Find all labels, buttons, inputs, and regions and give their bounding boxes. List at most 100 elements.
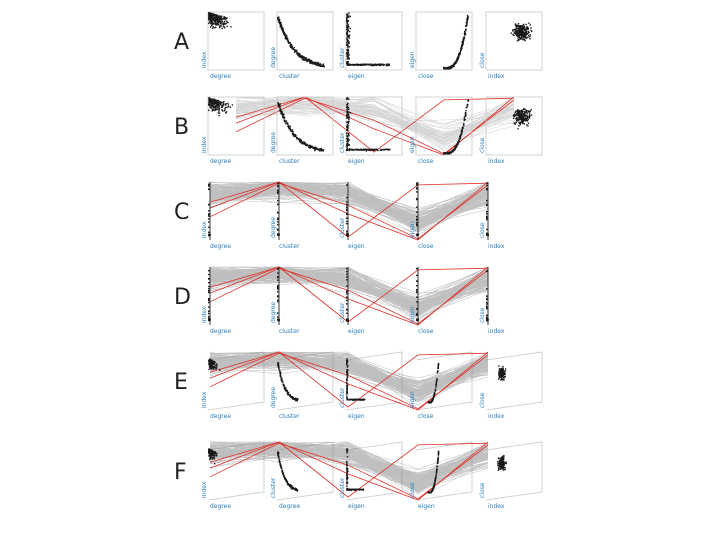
scatter-point	[297, 54, 300, 56]
scatter-point	[521, 121, 523, 123]
scatter-point	[346, 148, 349, 150]
scatter-point	[220, 102, 222, 104]
scatter-point	[501, 460, 503, 463]
y-axis-label: close	[479, 392, 486, 408]
scatter-point	[501, 456, 503, 458]
scatter-point	[347, 120, 349, 123]
data-line	[235, 104, 515, 136]
scatter-point	[277, 279, 279, 281]
scatter-point	[283, 385, 286, 388]
scatter-point	[525, 111, 528, 114]
scatter-point	[447, 68, 449, 70]
scatter-point	[434, 479, 436, 482]
scatter-point	[277, 102, 279, 104]
scatter-point	[504, 370, 507, 372]
scatter-point	[486, 210, 488, 213]
scatter-point	[518, 115, 521, 117]
scatter-point	[277, 276, 279, 278]
scatter-point	[210, 450, 213, 452]
scatter-point	[346, 299, 348, 302]
scatter-point	[277, 452, 279, 455]
scatter-point	[212, 452, 214, 454]
scatter-point	[486, 303, 488, 305]
scatter-point	[223, 110, 226, 112]
scatter-point	[221, 106, 223, 108]
scatter-point	[466, 16, 469, 18]
scatter-point	[216, 454, 218, 457]
x-axis-label: eigen	[418, 503, 435, 510]
scatter-point	[213, 101, 216, 104]
scatter-point	[299, 138, 301, 140]
scatter-point	[486, 184, 488, 187]
scatter-point	[430, 401, 432, 403]
scatter-point	[354, 398, 357, 401]
scatter-point	[525, 114, 528, 117]
scatter-point	[286, 39, 289, 41]
scatter-point	[522, 32, 524, 34]
scatter-point	[211, 106, 213, 108]
scatter-point	[348, 135, 350, 137]
scatter-point	[346, 136, 349, 138]
data-line	[235, 102, 515, 144]
x-axis-label: eigen	[348, 73, 365, 80]
scatter-point	[208, 14, 210, 16]
scatter-point	[346, 33, 348, 35]
scatter-point	[288, 126, 291, 129]
scatter-point	[512, 117, 515, 120]
panel-frame	[345, 11, 403, 71]
scatter-point	[214, 366, 217, 369]
scatter-point	[348, 139, 350, 141]
scatter-point	[216, 99, 218, 102]
scatter-point	[211, 98, 213, 100]
scatter-point	[208, 299, 210, 302]
scatter-point	[291, 45, 293, 47]
scatter-point	[416, 301, 418, 303]
scatter-point	[216, 452, 218, 455]
scatter-point	[298, 140, 301, 143]
scatter-point	[504, 368, 507, 370]
scatter-point	[416, 274, 418, 277]
scatter-point	[523, 123, 525, 125]
scatter-point	[287, 41, 290, 43]
scatter-point	[346, 379, 348, 381]
scatter-point	[346, 42, 348, 44]
scatter-point	[416, 188, 418, 190]
scatter-point	[346, 201, 348, 203]
scatter-point	[278, 461, 281, 464]
scatter-point	[208, 306, 210, 308]
scatter-point	[370, 148, 372, 151]
scatter-point	[515, 113, 518, 116]
scatter-point	[435, 470, 438, 473]
y-axis-label: index	[201, 51, 208, 68]
scatter-point	[462, 39, 464, 41]
scatter-point	[321, 64, 324, 66]
x-axis-label: degree	[279, 503, 300, 510]
row-d: Ddegreeindexclusterdegreeeigenclusterclo…	[174, 266, 505, 335]
scatter-point	[211, 19, 213, 22]
scatter-point	[213, 106, 215, 108]
scatter-point	[209, 104, 211, 106]
scatter-point	[303, 57, 305, 60]
scatter-point	[357, 398, 359, 400]
scatter-point	[210, 456, 212, 458]
scatter-point	[346, 487, 349, 490]
scatter-point	[277, 16, 280, 19]
scatter-point	[444, 152, 446, 155]
scatter-point	[210, 16, 212, 18]
scatter-point	[346, 44, 348, 47]
scatter-point	[346, 15, 348, 18]
scatter-point	[346, 285, 348, 287]
scatter-point	[315, 148, 317, 151]
scatter-point	[416, 280, 418, 283]
scatter-point	[281, 381, 284, 383]
scatter-point	[455, 146, 458, 148]
y-axis-label: close	[479, 482, 486, 498]
scatter-point	[346, 389, 348, 391]
scatter-point	[346, 473, 348, 476]
scatter-point	[279, 464, 282, 466]
scatter-point	[346, 478, 348, 480]
x-axis-label: close	[418, 73, 434, 80]
